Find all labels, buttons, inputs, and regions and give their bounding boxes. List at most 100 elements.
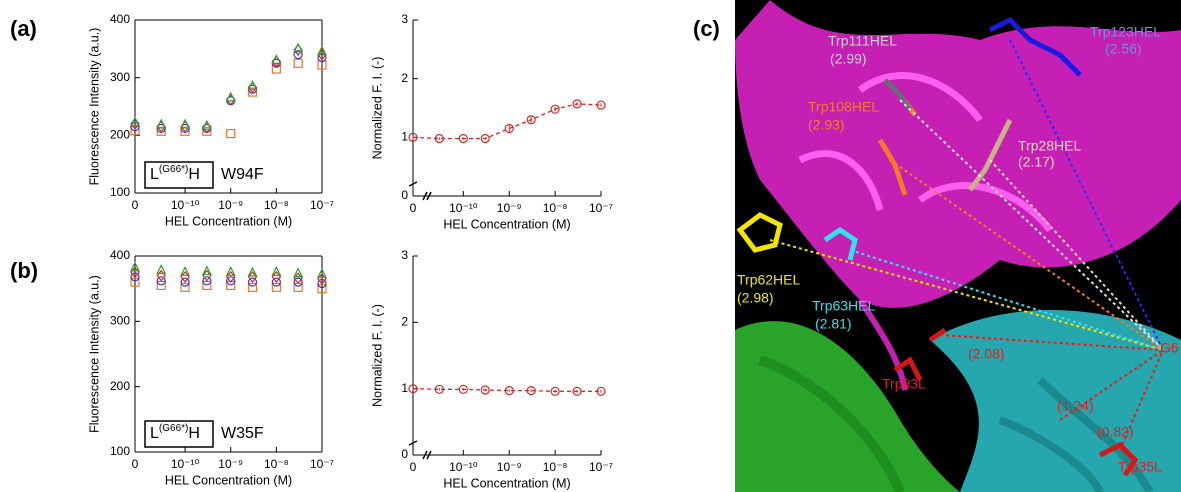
axis-break [422,450,428,460]
marker [247,270,258,283]
x-tick-label: 10⁻⁹ [497,460,522,474]
annotation-text: L [150,166,159,183]
y-tick-label: 200 [110,379,130,393]
marker [271,64,281,74]
structure-label: (2.08) [968,346,1005,362]
marker [130,272,140,282]
structure-label: (2.17) [1018,154,1055,170]
x-tick-label: 10⁻⁸ [543,460,568,474]
structure-label: (0.82) [1097,424,1134,440]
series-line [412,103,602,140]
marker [130,126,140,136]
marker [130,116,140,127]
y-tick-label: 1 [401,381,408,395]
marker [226,129,236,139]
structure-label: (2.98) [737,290,774,306]
marker [317,45,327,56]
marker [596,100,606,110]
marker [180,277,190,287]
annotation-text: H [188,166,200,183]
marker [596,386,606,396]
marker [156,126,166,136]
marker [156,276,166,286]
annotation-superscript: (G66*) [159,423,188,434]
x-tick-label: 10⁻¹⁰ [171,457,200,471]
marker [550,104,560,114]
marker [458,133,468,144]
marker [526,115,536,125]
marker [293,58,303,68]
axis-break [422,191,428,201]
y-axis-label: Fluorescence Intensity (a.u.) [87,28,101,186]
annotation: W94F [221,166,264,183]
y-tick-label: 3 [401,12,408,26]
marker [293,277,303,287]
panel-label: (a) [10,16,37,41]
x-tick-label: 10⁻⁷ [310,457,334,471]
y-tick-label: 3 [401,248,408,262]
x-tick-label: 10⁻¹⁰ [449,201,478,215]
y-tick-label: 100 [110,444,130,458]
marker [247,87,258,97]
x-tick-label: 10⁻⁷ [589,201,613,215]
structure-label: Trp123HEL [1090,24,1161,40]
annotation-text: H [188,425,200,442]
marker [247,277,258,287]
marker [572,386,582,396]
chart: 0 1 2 3 0 10⁻¹⁰ 10⁻⁹ 10⁻⁸ 10⁻⁷ HEL Concentration … [370,12,613,231]
marker [201,265,212,276]
y-tick-label: 2 [401,71,408,85]
chart: 100 200 300 400 0 10⁻¹⁰ 10⁻⁹ 10⁻⁸ 10⁻⁷ HEL Concen… [87,12,334,228]
marker [504,386,514,396]
marker [201,119,212,130]
x-tick-label: 10⁻¹⁰ [171,198,200,212]
marker [130,261,140,272]
chart: 0 1 2 3 0 10⁻¹⁰ 10⁻⁹ 10⁻⁸ 10⁻⁷ HEL Concentration … [370,248,613,490]
y-tick-label: 400 [110,12,130,26]
structure-label: Trp62HEL [737,272,801,288]
x-tick-label: 10⁻⁷ [310,198,334,212]
structure-label: (2.81) [815,316,852,332]
structure-label: Trp111HEL [828,33,897,49]
y-tick-label: 0 [401,447,408,461]
x-axis-label: HEL Concentration (M) [443,217,570,231]
marker [293,267,304,278]
y-tick-label: 100 [110,185,130,199]
marker [271,277,281,287]
y-tick-label: 300 [110,70,130,84]
y-tick-label: 2 [401,315,408,329]
x-tick-label: 10⁻⁸ [264,457,289,471]
y-tick-label: 200 [110,128,130,142]
marker [526,386,536,396]
marker [458,384,468,394]
x-axis-label: HEL Concentration (M) [165,214,292,228]
annotation: L(G66*)H [150,423,200,443]
annotation-superscript: (G66*) [159,164,188,175]
structure-label: Trp63HEL [812,298,876,314]
annotation: L(G66*)H [150,164,200,184]
y-tick-label: 1 [401,130,408,144]
x-tick-label: 0 [410,201,417,215]
marker [180,126,190,136]
marker [247,266,258,277]
marker [408,384,418,394]
marker [225,91,236,102]
series-line [412,388,601,392]
marker [130,122,140,132]
axis-break [408,181,418,187]
chart: 100 200 300 400 0 10⁻¹⁰ 10⁻⁹ 10⁻⁸ 10⁻⁷ HEL Concen… [87,248,334,487]
structure-label: Trp35L [1118,459,1162,475]
y-tick-label: 400 [110,248,130,262]
x-tick-label: 10⁻⁹ [218,198,243,212]
structure-label: Trp93L [882,376,926,392]
y-axis-label: Normalized F. I. (-) [370,57,384,160]
marker [480,133,490,144]
marker [434,384,444,394]
x-tick-label: 10⁻⁷ [589,460,613,474]
x-tick-label: 10⁻¹⁰ [449,460,478,474]
marker [180,265,191,276]
marker [572,99,582,109]
marker [317,278,327,289]
x-tick-label: 10⁻⁸ [543,201,568,215]
structure-image [735,0,1181,492]
